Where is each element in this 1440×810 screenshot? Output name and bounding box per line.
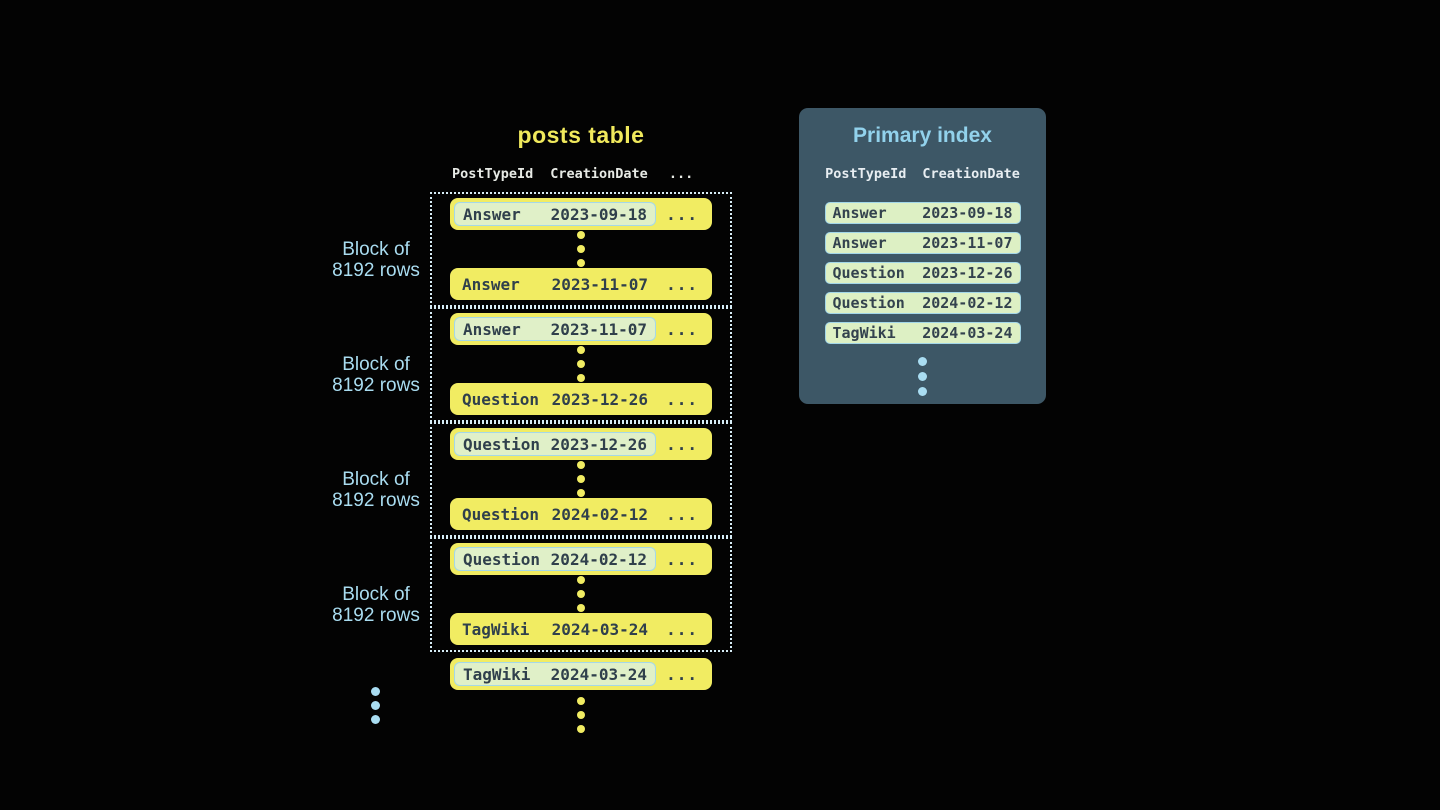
row-highlight: Answer 2023-11-07 [454, 317, 656, 341]
index-row: Question 2023-12-26 [824, 262, 1021, 284]
index-row: TagWiki 2024-03-24 [824, 322, 1021, 344]
block-label-line1: Block of [342, 584, 410, 605]
block-label-line1: Block of [342, 354, 410, 375]
post-type-cell: Question [462, 389, 540, 409]
primary-index-column-headers: PostTypeId CreationDate [825, 166, 1020, 182]
column-header-more: ... [668, 166, 694, 182]
ellipsis-dots [577, 575, 585, 613]
primary-index-rows: Answer 2023-09-18 Answer 2023-11-07 Ques… [824, 202, 1021, 344]
more-blocks-dots [371, 687, 380, 724]
posts-block-2: Answer 2023-11-07 ... Question 2023-12-2… [430, 307, 732, 422]
creation-date-cell: 2023-12-26 [922, 264, 1013, 282]
row-ellipsis: ... [666, 204, 698, 224]
posts-block-3: Question 2023-12-26 ... Question 2024-02… [430, 422, 732, 537]
table-row: Answer 2023-09-18 ... [450, 198, 712, 230]
block-label-1: Block of 8192 rows [276, 239, 476, 281]
row-highlight: Question 2024-02-12 [454, 547, 656, 571]
posts-table-column-headers: PostTypeId CreationDate ... [452, 166, 714, 182]
primary-index-title: Primary index [853, 124, 992, 147]
block-label-line2: 8192 rows [332, 260, 420, 281]
post-type-cell: Answer [462, 274, 520, 294]
index-row: Question 2024-02-12 [824, 292, 1021, 314]
block-label-line2: 8192 rows [332, 375, 420, 396]
row-highlight: Answer 2023-09-18 [454, 202, 656, 226]
creation-date-cell: 2024-03-24 [922, 324, 1013, 342]
row-ellipsis: ... [666, 664, 698, 684]
block-label-3: Block of 8192 rows [276, 469, 476, 511]
post-type-cell: Question [832, 264, 905, 282]
more-index-entries-dots [918, 357, 927, 396]
creation-date-cell: 2024-03-24 [551, 619, 648, 639]
post-type-cell: Answer [832, 234, 887, 252]
column-header-creationdate: CreationDate [922, 166, 1020, 182]
row-values: Question 2024-02-12 [454, 505, 656, 524]
table-row: Answer 2023-11-07 ... [450, 313, 712, 345]
table-row: Question 2024-02-12 ... [450, 543, 712, 575]
row-highlight: Question 2023-12-26 [454, 432, 656, 456]
table-row: Answer 2023-11-07 ... [450, 268, 712, 300]
block-label-4: Block of 8192 rows [276, 584, 476, 626]
index-row: Answer 2023-11-07 [824, 232, 1021, 254]
row-ellipsis: ... [666, 274, 698, 294]
column-header-creationdate: CreationDate [550, 166, 648, 182]
row-ellipsis: ... [666, 619, 698, 639]
post-type-cell: TagWiki [462, 619, 530, 639]
table-row: TagWiki 2024-03-24 ... [450, 613, 712, 645]
table-row: Question 2023-12-26 ... [450, 383, 712, 415]
posts-block-1: Answer 2023-09-18 ... Answer 2023-11-07 … [430, 192, 732, 307]
table-row: TagWiki 2024-03-24 ... [450, 658, 712, 690]
row-highlight: TagWiki 2024-03-24 [454, 662, 656, 686]
creation-date-cell: 2023-12-26 [551, 389, 648, 409]
primary-index-panel: Primary index PostTypeId CreationDate An… [799, 108, 1046, 404]
creation-date-cell: 2023-09-18 [922, 204, 1013, 222]
post-type-cell: Answer [463, 204, 521, 224]
creation-date-cell: 2023-12-26 [550, 434, 647, 454]
block-label-line2: 8192 rows [332, 605, 420, 626]
creation-date-cell: 2023-11-07 [922, 234, 1013, 252]
post-type-cell: Question [463, 549, 541, 569]
column-header-posttypeid: PostTypeId [452, 166, 534, 182]
row-ellipsis: ... [666, 319, 698, 339]
post-type-cell: TagWiki [463, 664, 531, 684]
creation-date-cell: 2023-11-07 [550, 319, 647, 339]
ellipsis-dots [577, 345, 585, 383]
ellipsis-dots [577, 697, 585, 733]
block-label-line2: 8192 rows [332, 490, 420, 511]
row-values: Answer 2023-11-07 [454, 275, 656, 294]
post-type-cell: Question [462, 504, 540, 524]
post-type-cell: TagWiki [832, 324, 896, 342]
column-header-posttypeid: PostTypeId [825, 166, 907, 182]
creation-date-cell: 2024-03-24 [550, 664, 647, 684]
creation-date-cell: 2024-02-12 [550, 549, 647, 569]
table-row: Question 2024-02-12 ... [450, 498, 712, 530]
posts-block-4: Question 2024-02-12 ... TagWiki 2024-03-… [430, 537, 732, 652]
row-ellipsis: ... [666, 434, 698, 454]
post-type-cell: Question [832, 294, 905, 312]
table-row: Question 2023-12-26 ... [450, 428, 712, 460]
creation-date-cell: 2024-02-12 [551, 504, 648, 524]
row-values: Question 2023-12-26 [454, 390, 656, 409]
posts-tail: TagWiki 2024-03-24 ... [430, 658, 732, 733]
block-label-line1: Block of [342, 239, 410, 260]
posts-blocks: Answer 2023-09-18 ... Answer 2023-11-07 … [430, 192, 732, 652]
creation-date-cell: 2023-09-18 [550, 204, 647, 224]
block-label-line1: Block of [342, 469, 410, 490]
creation-date-cell: 2023-11-07 [551, 274, 648, 294]
index-row: Answer 2023-09-18 [824, 202, 1021, 224]
block-label-2: Block of 8192 rows [276, 354, 476, 396]
post-type-cell: Answer [832, 204, 887, 222]
row-ellipsis: ... [666, 389, 698, 409]
row-ellipsis: ... [666, 549, 698, 569]
row-ellipsis: ... [666, 504, 698, 524]
post-type-cell: Answer [463, 319, 521, 339]
ellipsis-dots [577, 230, 585, 268]
ellipsis-dots [577, 460, 585, 498]
posts-table-title: posts table [517, 122, 645, 148]
post-type-cell: Question [463, 434, 541, 454]
row-values: TagWiki 2024-03-24 [454, 620, 656, 639]
creation-date-cell: 2024-02-12 [922, 294, 1013, 312]
